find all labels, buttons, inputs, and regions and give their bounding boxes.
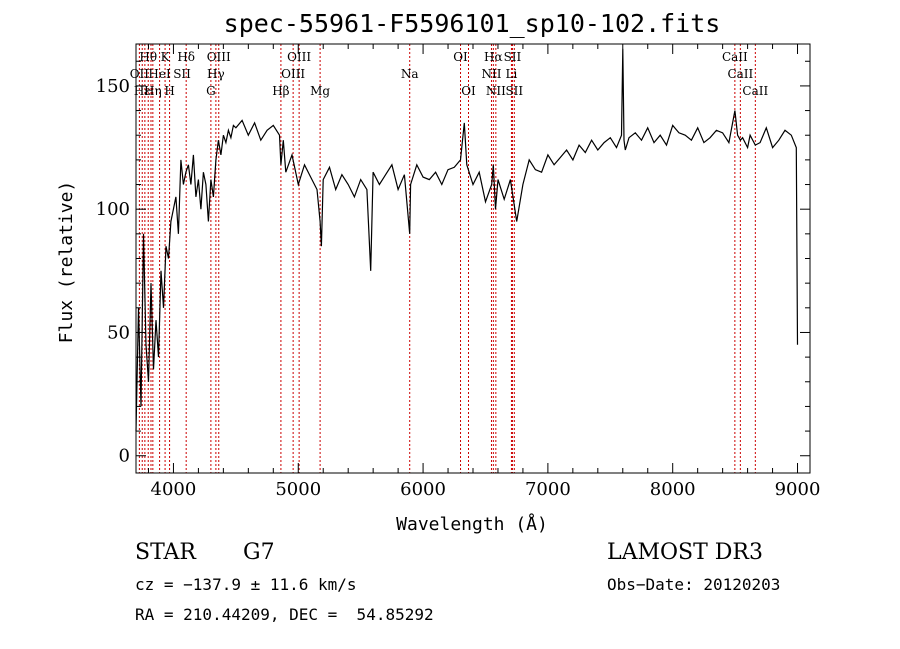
x-tick-label: 5000 <box>275 479 321 500</box>
x-tick-label: 8000 <box>650 479 696 500</box>
y-axis: 0 50 100 150 <box>96 60 810 467</box>
line-label: Hα <box>484 50 503 64</box>
redshift-velocity: cz = −137.9 ± 11.6 km/s <box>135 575 357 594</box>
line-label: SII <box>173 67 191 81</box>
line-label: OI <box>461 84 476 98</box>
x-tick-label: 6000 <box>400 479 446 500</box>
object-subclass: G7 <box>243 540 275 565</box>
line-label: Na <box>401 67 419 81</box>
line-label: Hε <box>134 84 151 98</box>
line-label: CaII <box>722 50 748 64</box>
line-label: Hθ <box>139 50 157 64</box>
line-label: NII <box>486 84 506 98</box>
line-label: SII <box>504 50 522 64</box>
y-axis-label: Flux (relative) <box>56 181 77 344</box>
line-label: OIII <box>287 50 311 64</box>
line-label: Hδ <box>177 50 195 64</box>
line-label: Mg <box>310 84 330 98</box>
line-label: NII <box>481 67 501 81</box>
y-tick-label: 0 <box>119 446 130 467</box>
line-label: SII <box>505 84 523 98</box>
x-tick-label: 4000 <box>151 479 197 500</box>
plot-frame <box>135 43 811 474</box>
coordinates: RA = 210.44209, DEC = 54.85292 <box>135 605 434 624</box>
x-axis: 4000 5000 6000 7000 8000 9000 <box>147 44 821 500</box>
observation-date: Obs−Date: 20120203 <box>607 575 781 594</box>
line-label: H <box>164 84 174 98</box>
line-label: OII <box>130 67 150 81</box>
line-label: G <box>206 84 216 98</box>
line-label: Li <box>506 67 518 81</box>
reference-lines <box>138 44 756 473</box>
object-class: STAR <box>135 540 196 565</box>
y-tick-label: 50 <box>107 322 130 343</box>
line-label: OI <box>453 50 468 64</box>
spectrum-series-line <box>135 48 799 432</box>
line-label: CaII <box>727 67 753 81</box>
y-tick-label: 100 <box>96 199 130 220</box>
chart-title: spec-55961-F5596101_sp10-102.fits <box>224 9 721 38</box>
line-label: CaII <box>742 84 768 98</box>
survey-name: LAMOST DR3 <box>607 540 763 565</box>
line-label: Hη <box>144 84 162 98</box>
x-tick-label: 7000 <box>525 479 571 500</box>
line-label: OIII <box>207 50 231 64</box>
line-label: K <box>161 50 171 64</box>
line-label: HeI <box>148 67 171 81</box>
x-tick-label: 9000 <box>775 479 821 500</box>
line-label: OIII <box>281 67 305 81</box>
x-axis-label: Wavelength (Å) <box>396 513 548 535</box>
y-tick-label: 150 <box>96 76 130 97</box>
line-label: Hγ <box>207 67 225 81</box>
line-label: Hβ <box>272 84 289 98</box>
